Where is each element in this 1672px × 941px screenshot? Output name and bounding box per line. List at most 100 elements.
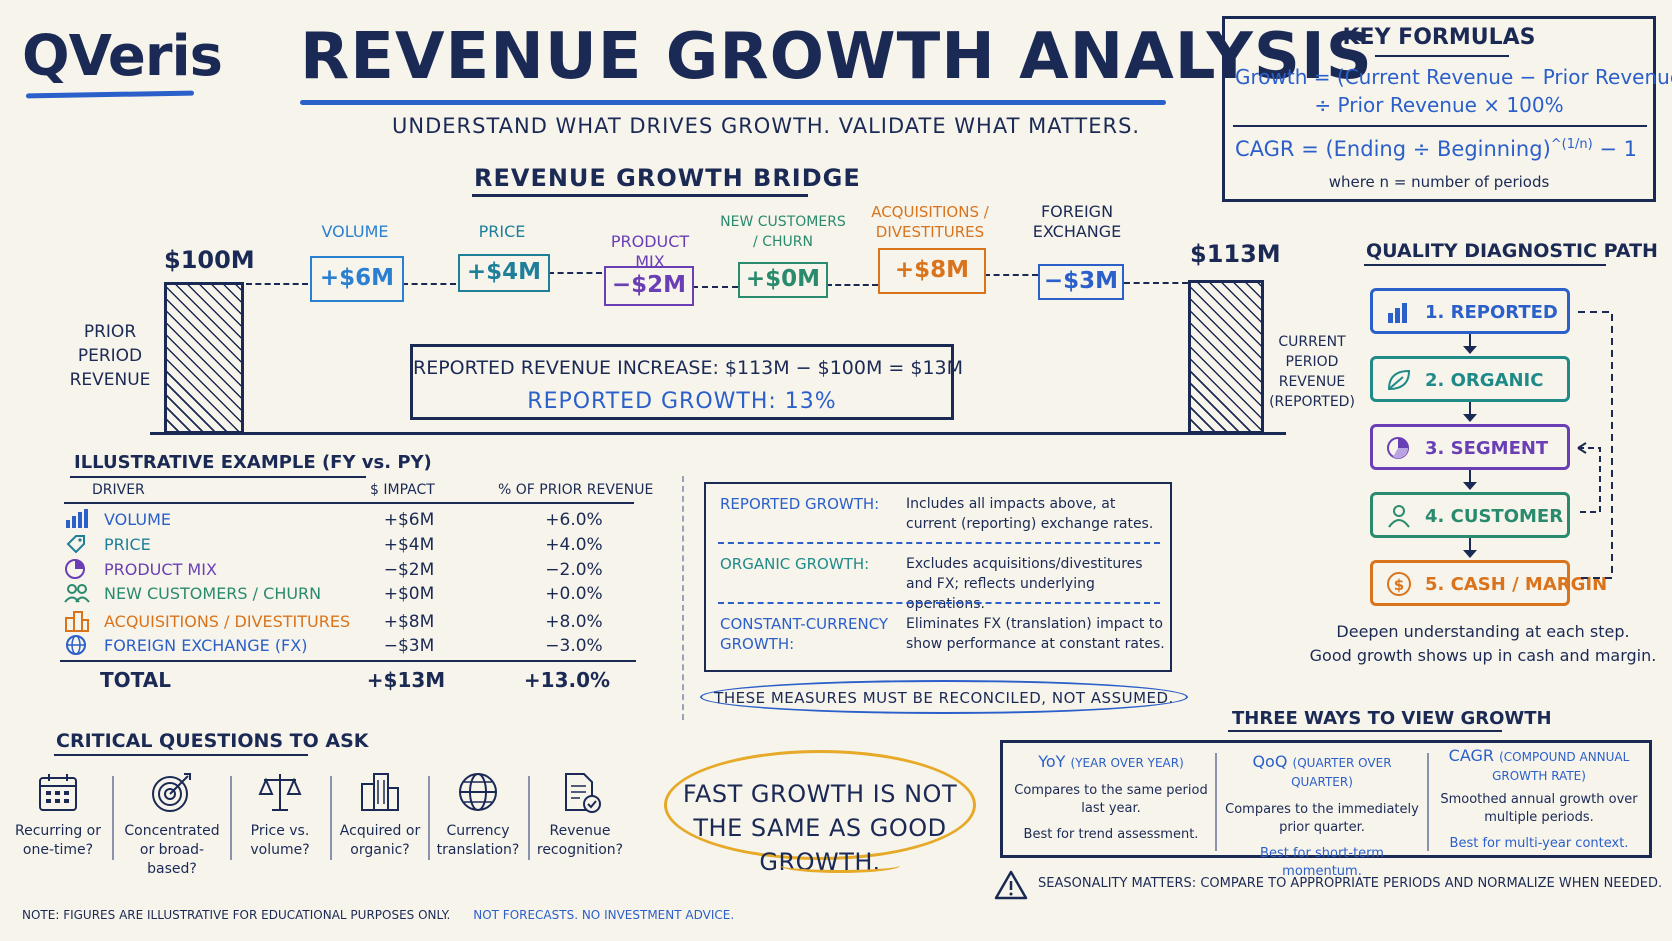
reconcile-text: THESE MEASURES MUST BE RECONCILED, NOT A…	[714, 689, 1174, 707]
view-qoq: QoQ (QUARTER OVER QUARTER) Compares to t…	[1221, 743, 1423, 880]
definition-term: ORGANIC GROWTH:	[720, 555, 870, 573]
table-row: FOREIGN EXCHANGE (FX) −$3M −3.0%	[64, 634, 634, 658]
table-row: VOLUME +$6M +6.0%	[64, 508, 634, 532]
view-desc: Compares to the immediately prior quarte…	[1225, 802, 1419, 835]
step-value-new-customers: +$0M	[738, 262, 828, 298]
growth-formula-line1: Growth = (Current Revenue − Prior Revenu…	[1235, 65, 1672, 89]
question-text: Currency translation?	[436, 823, 520, 858]
definition-divider	[718, 542, 1160, 544]
connector	[246, 283, 308, 285]
questions-title: CRITICAL QUESTIONS TO ASK	[56, 730, 369, 752]
total-label: TOTAL	[100, 668, 171, 692]
questions-underline	[54, 754, 308, 756]
step-value-fx: −$3M	[1038, 264, 1124, 300]
diagnostic-step-label: 4. CUSTOMER	[1425, 506, 1564, 527]
svg-text:$: $	[1394, 576, 1404, 594]
view-best: Best for multi-year context.	[1449, 836, 1629, 851]
table-pct: −3.0%	[545, 636, 603, 656]
step-label-volume: VOLUME	[321, 222, 389, 241]
table-row: NEW CUSTOMERS / CHURN +$0M +0.0%	[64, 582, 634, 606]
step-value-acquisitions: +$8M	[878, 248, 986, 294]
arrow-down-icon	[1463, 550, 1477, 558]
question-divider	[230, 776, 232, 860]
question-text: Revenue recognition?	[536, 823, 624, 858]
table-row: PRICE +$4M +4.0%	[64, 533, 634, 557]
question-item: Price vs. volume?	[230, 770, 330, 860]
question-item: Currency translation?	[428, 770, 528, 860]
pie-chart-icon	[1387, 437, 1409, 459]
globe-icon	[66, 635, 86, 655]
reconcile-callout: THESE MEASURES MUST BE RECONCILED, NOT A…	[700, 680, 1188, 714]
connector	[826, 284, 878, 286]
step-value-price: +$4M	[458, 254, 550, 292]
view-head: QoQ	[1252, 752, 1288, 771]
end-label: CURRENT PERIOD REVENUE (REPORTED)	[1269, 334, 1355, 410]
buildings-icon	[361, 773, 399, 811]
view-yoy: YoY (YEAR OVER YEAR) Compares to the sam…	[1011, 743, 1211, 855]
step-label-new-customers: NEW CUSTOMERS / CHURN	[720, 214, 846, 250]
diagnostic-note-line2: Good growth shows up in cash and margin.	[1309, 646, 1657, 665]
start-value: $100M	[164, 246, 255, 274]
table-header-driver: DRIVER	[92, 482, 145, 498]
current-revenue-bar	[1188, 280, 1264, 434]
key-formulas-panel: KEY FORMULAS Growth = (Current Revenue −…	[1222, 16, 1672, 202]
people-icon	[64, 584, 90, 603]
leaf-icon	[1387, 369, 1411, 391]
seasonality-note: SEASONALITY MATTERS: COMPARE TO APPROPRI…	[1038, 876, 1663, 891]
view-best: Best for trend assessment.	[1023, 827, 1199, 842]
calendar-icon	[39, 774, 77, 811]
diagnostic-step-organic: 2. ORGANIC	[1370, 356, 1570, 402]
view-head: YoY	[1038, 752, 1066, 771]
connector	[402, 283, 456, 285]
question-item: Concentrated or broad-based?	[122, 770, 222, 879]
end-value: $113M	[1190, 240, 1281, 268]
formula-divider	[1233, 125, 1647, 127]
view-desc: Smoothed annual growth over multiple per…	[1440, 792, 1638, 825]
pie-chart-icon	[65, 559, 85, 579]
fast-growth-text: FAST GROWTH IS NOT THE SAME AS GOOD GROW…	[682, 780, 958, 876]
diagnostic-step-label: 3. SEGMENT	[1425, 438, 1549, 459]
key-formulas-underline	[1375, 55, 1509, 57]
question-divider	[528, 776, 530, 860]
target-icon	[152, 773, 191, 812]
three-ways-title: THREE WAYS TO VIEW GROWTH	[1232, 708, 1552, 729]
table-pct: +6.0%	[545, 510, 603, 530]
diagnostic-step-reported: 1. REPORTED	[1370, 288, 1570, 334]
prior-revenue-bar	[164, 282, 244, 434]
key-formulas-title: KEY FORMULAS	[1342, 25, 1536, 50]
table-pct: +0.0%	[545, 584, 603, 604]
diagnostic-arrow	[1469, 470, 1471, 484]
definition-term: CONSTANT-CURRENCY GROWTH:	[720, 615, 889, 653]
table-title: ILLUSTRATIVE EXAMPLE (FY vs. PY)	[74, 452, 432, 473]
document-check-icon	[565, 773, 601, 813]
bridge-title: REVENUE GROWTH BRIDGE	[474, 164, 861, 192]
person-icon	[1388, 505, 1410, 528]
column-divider	[1215, 753, 1217, 851]
question-item: Acquired or organic?	[330, 770, 430, 860]
page-title: REVENUE GROWTH ANALYSIS	[300, 20, 1373, 94]
fast-growth-callout: FAST GROWTH IS NOT THE SAME AS GOOD GROW…	[664, 750, 976, 876]
start-label: PRIOR PERIOD REVENUE	[69, 322, 151, 390]
arrow-down-icon	[1463, 482, 1477, 490]
view-head: CAGR	[1448, 746, 1495, 765]
question-divider	[428, 776, 430, 860]
three-ways-underline	[1228, 730, 1502, 732]
table-title-underline	[70, 476, 366, 478]
cagr-formula-base: CAGR = (Ending ÷ Beginning)	[1235, 137, 1551, 161]
step-label-fx: FOREIGN EXCHANGE	[1032, 202, 1122, 241]
logo: QVeris	[22, 24, 223, 89]
feedback-loop-arrows	[1577, 311, 1613, 579]
reported-growth: REPORTED GROWTH: 13%	[527, 389, 837, 414]
globe-icon	[459, 773, 497, 811]
view-sub: (QUARTER OVER QUARTER)	[1291, 756, 1392, 789]
diagnostic-arrow	[1469, 538, 1471, 552]
definition-term: REPORTED GROWTH:	[720, 495, 880, 513]
table-driver: ACQUISITIONS / DIVESTITURES	[104, 612, 351, 631]
table-row: ACQUISITIONS / DIVESTITURES +$8M +8.0%	[64, 610, 634, 634]
diagnostic-step-cash-margin: $ 5. CASH / MARGIN	[1370, 560, 1607, 606]
definition-desc: Eliminates FX (translation) impact to sh…	[906, 616, 1165, 652]
diagnostic-step-label: 1. REPORTED	[1425, 302, 1558, 323]
page-subtitle: UNDERSTAND WHAT DRIVES GROWTH. VALIDATE …	[392, 114, 1141, 138]
table-impact: −$3M	[383, 636, 435, 656]
buildings-icon	[65, 611, 89, 632]
